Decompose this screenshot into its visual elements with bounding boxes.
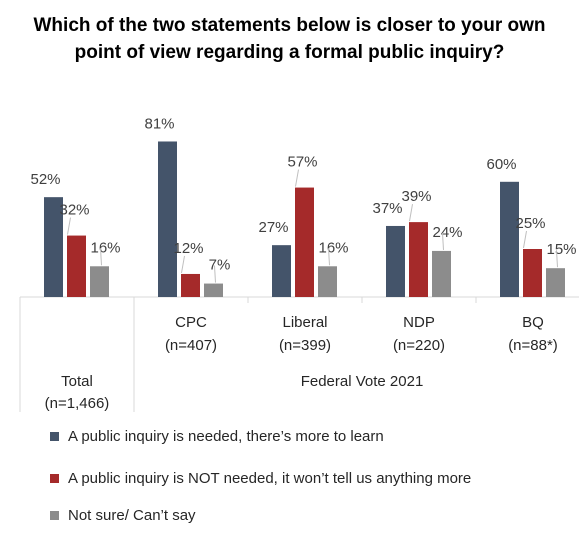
data-label: 16% [90,239,120,256]
leader-line [214,265,216,283]
bar [272,245,291,297]
category-count: (n=407) [165,337,217,354]
bar [44,197,63,297]
category-label: NDP [403,314,435,331]
bar [158,141,177,297]
data-label: 39% [401,188,431,205]
data-label: 32% [59,202,89,219]
leader-line [409,204,413,222]
bar [500,181,519,297]
group-label: Federal Vote 2021 [301,373,424,390]
data-label: 7% [209,257,231,274]
bar [67,235,86,297]
data-label: 52% [30,171,60,188]
chart-title: Which of the two statements below is clo… [33,15,546,63]
leader-line [523,230,527,249]
legend-swatch-needed [50,432,59,441]
bar [181,273,200,297]
data-label: 25% [515,215,545,232]
legend-item-not-needed: A public inquiry is NOT needed, it won’t… [50,470,471,487]
bar [409,222,428,297]
leader-line [442,232,444,250]
bar [90,266,109,297]
data-label: 16% [318,239,348,256]
bar [318,266,337,297]
leader-line [67,217,71,235]
bar [386,225,405,297]
category-label: Total [61,373,93,390]
category-count: (n=1,466) [45,395,110,412]
data-label: 15% [546,241,576,258]
bar [204,283,223,297]
leader-line [181,255,185,274]
bar [546,268,565,297]
category-label: Liberal [282,314,327,331]
data-label: 57% [287,154,317,171]
legend-label-not-needed: A public inquiry is NOT needed, it won’t… [68,470,472,487]
data-label: 37% [372,200,402,217]
legend-swatch-not-needed [50,474,59,483]
category-count: (n=220) [393,337,445,354]
bar [432,250,451,297]
category-label: CPC [175,314,207,331]
bar [523,249,542,297]
data-label: 81% [144,115,174,132]
data-label: 27% [258,219,288,236]
legend-label-not-sure: Not sure/ Can’t say [68,507,196,524]
legend-swatch-not-sure [50,511,59,520]
data-label: 24% [432,224,462,241]
data-label: 60% [486,156,516,173]
leader-line [295,169,299,187]
category-count: (n=399) [279,337,331,354]
category-count: (n=88*) [508,337,558,354]
leader-line [556,250,558,268]
category-label: BQ [522,314,544,331]
legend-item-not-sure: Not sure/ Can’t say [50,507,196,524]
data-label: 12% [173,240,203,257]
leader-line [100,248,102,266]
legend-item-needed: A public inquiry is needed, there’s more… [50,428,384,445]
legend-label-needed: A public inquiry is needed, there’s more… [68,428,384,445]
leader-line [328,248,330,266]
bar [295,187,314,297]
